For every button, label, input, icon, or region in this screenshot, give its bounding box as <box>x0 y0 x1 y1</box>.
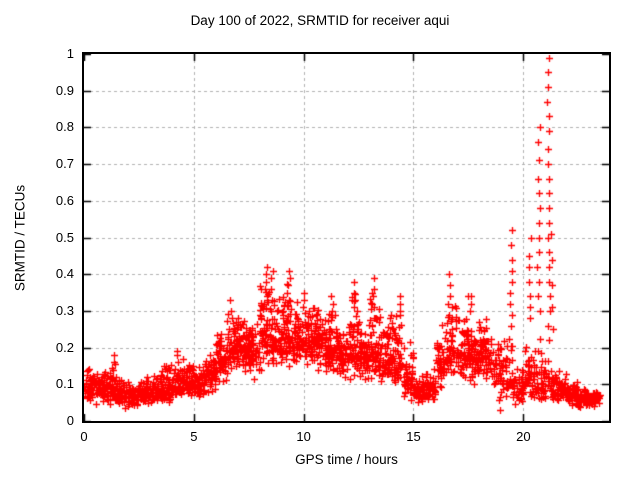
x-axis-title: GPS time / hours <box>295 452 398 467</box>
y-tick-label: 0.4 <box>55 266 74 282</box>
y-tick-label: 0.5 <box>55 229 74 245</box>
y-tick-label: 0.9 <box>55 82 74 98</box>
y-tick-label: 1 <box>66 46 74 61</box>
chart-title: Day 100 of 2022, SRMTID for receiver aqu… <box>190 13 450 28</box>
y-axis-title-text: SRMTID / TECUs <box>12 184 28 292</box>
scatter-canvas <box>84 54 609 421</box>
y-tick-label: 0.2 <box>55 339 74 355</box>
x-tick-label: 10 <box>296 429 311 444</box>
x-tick-label: 5 <box>190 429 198 444</box>
y-tick-label: 0 <box>66 413 74 428</box>
y-tick-label: 0.7 <box>55 156 74 172</box>
y-tick-label: 0.3 <box>55 302 74 318</box>
x-tick-label: 15 <box>406 429 421 444</box>
x-tick-label: 0 <box>80 429 88 444</box>
y-tick-label: 0.8 <box>55 119 74 135</box>
x-tick-label: 20 <box>516 429 531 444</box>
plot-area <box>82 52 611 423</box>
y-tick-label: 0.1 <box>55 376 74 392</box>
y-tick-label: 0.6 <box>55 192 74 208</box>
